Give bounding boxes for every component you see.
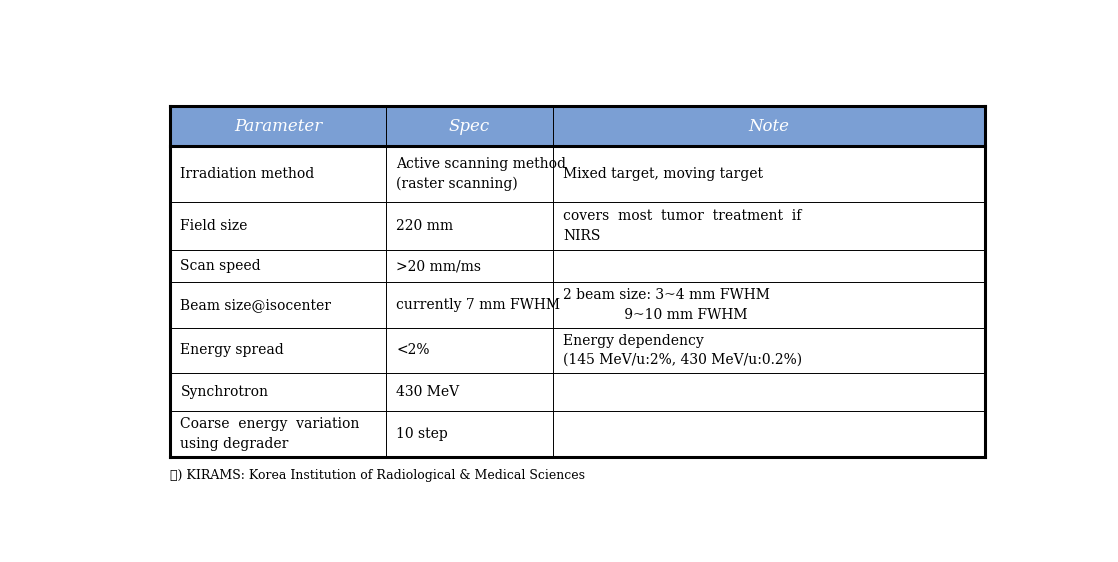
Text: <2%: <2%: [396, 343, 429, 357]
Text: 220 mm: 220 mm: [396, 219, 454, 233]
Text: Irradiation method: Irradiation method: [180, 167, 315, 181]
Text: 2 beam size: 3~4 mm FWHM
              9~10 mm FWHM: 2 beam size: 3~4 mm FWHM 9~10 mm FWHM: [563, 288, 770, 321]
Text: 주) KIRAMS: Korea Institution of Radiological & Medical Sciences: 주) KIRAMS: Korea Institution of Radiolog…: [170, 469, 585, 482]
Text: Energy dependency
(145 MeV/u:2%, 430 MeV/u:0.2%): Energy dependency (145 MeV/u:2%, 430 MeV…: [563, 333, 803, 367]
Text: Field size: Field size: [180, 219, 248, 233]
Text: Scan speed: Scan speed: [180, 259, 262, 273]
Text: Beam size@isocenter: Beam size@isocenter: [180, 298, 331, 312]
Text: Note: Note: [748, 118, 789, 135]
Text: Synchrotron: Synchrotron: [180, 385, 268, 399]
Text: covers  most  tumor  treatment  if
NIRS: covers most tumor treatment if NIRS: [563, 209, 802, 243]
Text: >20 mm/ms: >20 mm/ms: [396, 259, 482, 273]
Bar: [170, 106, 985, 146]
Text: Coarse  energy  variation
using degrader: Coarse energy variation using degrader: [180, 418, 360, 451]
Text: Parameter: Parameter: [234, 118, 322, 135]
Text: Active scanning method
(raster scanning): Active scanning method (raster scanning): [396, 157, 567, 191]
Text: Energy spread: Energy spread: [180, 343, 284, 357]
Text: 10 step: 10 step: [396, 427, 448, 441]
Text: Spec: Spec: [448, 118, 490, 135]
Text: Mixed target, moving target: Mixed target, moving target: [563, 167, 764, 181]
Text: currently 7 mm FWHM: currently 7 mm FWHM: [396, 298, 560, 312]
Text: 430 MeV: 430 MeV: [396, 385, 459, 399]
